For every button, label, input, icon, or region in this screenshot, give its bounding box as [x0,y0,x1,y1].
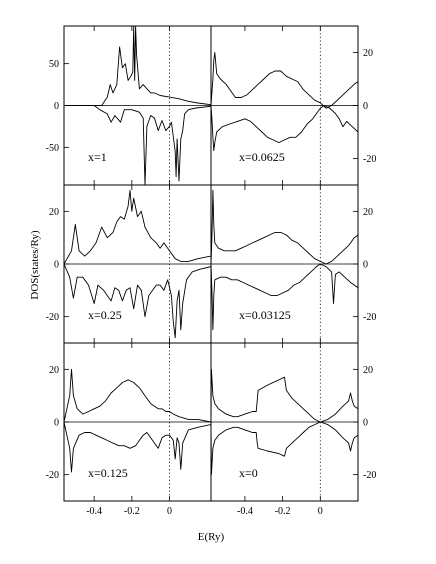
y-tick-label: 0 [54,101,59,112]
dos-down-curve [211,263,358,331]
y-tick-label: 20 [363,48,373,59]
panel-top-left: -50 0 50 x=1 [46,25,212,186]
y-tick-label: 0 [54,418,59,429]
panel-label: x=0.0625 [239,150,285,164]
x-tick-label: 0 [318,506,323,517]
panel-label: x=1 [88,150,107,164]
x-tick-label: -0.2 [275,506,291,517]
y-tick-label: 0 [363,101,368,112]
y-tick-label: 20 [363,207,373,218]
panel-grid: -50 0 50 x=1 -20 0 20 x=0.0625 -20 0 20 x=0.25 -20 0 2… [46,25,376,517]
dos-down-curve [64,263,211,339]
dos-up-curve [64,26,211,106]
x-tick-label: -0.4 [237,506,253,517]
panel-bottom-right: -20 0 20 -0.4 -0.2 0 x=0 [210,342,376,517]
panel-label: x=0.125 [88,466,128,480]
dos-down-curve [211,421,358,476]
y-tick-label: -20 [363,154,376,165]
y-axis-title: DOS(states/Ry) [29,230,41,300]
panel-label: x=0 [239,466,258,480]
y-tick-label: -20 [363,312,376,323]
y-tick-label: 0 [363,418,368,429]
x-tick-label: -0.4 [86,506,102,517]
dos-up-curve [64,368,211,423]
dos-up-curve [64,189,211,265]
y-tick-label: 20 [49,207,59,218]
y-tick-label: 0 [54,260,59,271]
dos-down-curve [211,105,358,152]
y-tick-label: 20 [363,365,373,376]
y-tick-label: -20 [46,312,59,323]
x-tick-label: 0 [167,506,172,517]
panel-middle-right: -20 0 20 x=0.03125 [210,184,376,344]
panel-label: x=0.25 [88,308,122,322]
x-axis-title: E(Ry) [198,531,225,543]
dos-up-curve [211,52,358,109]
panel-top-right: -20 0 20 x=0.0625 [210,25,376,186]
y-tick-label: -20 [363,470,376,481]
panel-bottom-left: -20 0 20 -0.4 -0.2 0 x=0.125 [46,342,212,517]
dos-up-curve [211,189,358,265]
y-tick-label: 20 [49,365,59,376]
y-tick-label: -50 [46,143,59,154]
panel-middle-left: -20 0 20 x=0.25 [46,184,212,344]
dos-down-curve [64,105,211,185]
y-tick-label: 0 [363,260,368,271]
dos-up-curve [211,368,358,423]
y-tick-label: 50 [49,59,59,70]
x-tick-label: -0.2 [124,506,140,517]
panel-label: x=0.03125 [239,308,291,322]
dos-down-curve [64,421,211,473]
y-tick-label: -20 [46,470,59,481]
